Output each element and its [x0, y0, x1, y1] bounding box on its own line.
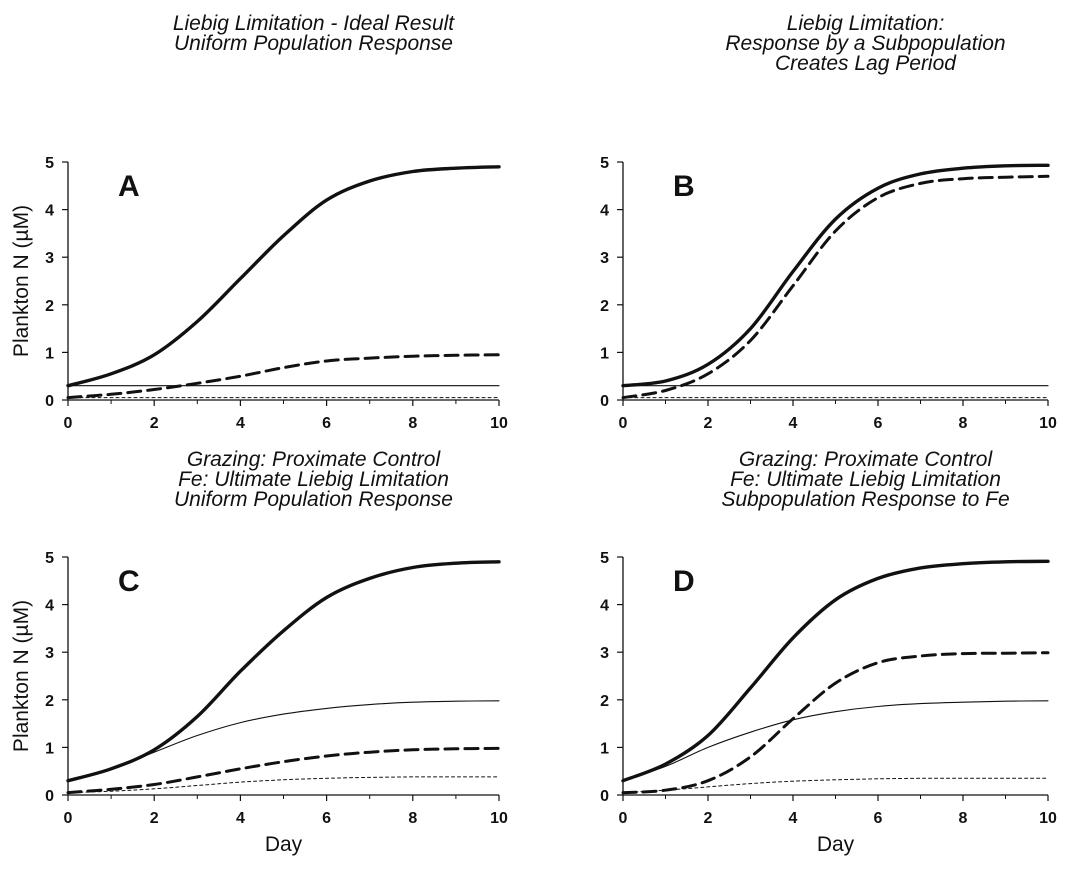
x-axis-label: Day: [817, 833, 855, 856]
panel-letter: A: [118, 170, 140, 203]
y-tick-label: 2: [45, 298, 54, 315]
series-line-thick-dashed: [66, 746, 501, 795]
x-tick-label: 6: [874, 415, 883, 432]
y-tick-label: 3: [45, 250, 54, 267]
y-tick-label: 3: [45, 645, 54, 662]
panel-title-line: Liebig Limitation:: [787, 12, 945, 35]
y-tick-label: 3: [600, 645, 609, 662]
y-tick-label: 4: [45, 203, 54, 220]
y-tick-label: 1: [600, 345, 609, 362]
y-tick-label: 1: [45, 740, 54, 757]
x-tick-label: 8: [959, 415, 968, 432]
x-tick-label: 2: [150, 415, 159, 432]
panel-title-line: Response by a Subpopulation: [725, 32, 1005, 55]
x-tick-label: 8: [408, 810, 417, 827]
y-tick-label: 5: [600, 155, 609, 172]
x-tick-label: 2: [704, 810, 713, 827]
y-tick-label: 0: [45, 393, 54, 410]
x-tick-label: 0: [619, 810, 628, 827]
x-tick-label: 6: [322, 810, 331, 827]
y-tick-label: 2: [600, 693, 609, 710]
series-line-thick-solid: [66, 560, 501, 783]
panel-letter: B: [673, 170, 695, 203]
series-line-thin-dotted: [67, 776, 500, 794]
panel-a: Liebig Limitation - Ideal ResultUniform …: [10, 12, 508, 432]
x-axis-label: Day: [265, 833, 303, 856]
y-axis-label: Plankton N (µM): [10, 205, 33, 357]
y-tick-label: 4: [600, 203, 609, 220]
y-axis-label: Plankton N (µM): [10, 600, 33, 752]
series-line-thin-solid: [622, 700, 1049, 782]
x-tick-label: 10: [490, 810, 508, 827]
y-tick-label: 5: [600, 550, 609, 567]
y-tick-label: 4: [45, 598, 54, 615]
series-line-thick-solid: [621, 163, 1050, 388]
x-tick-label: 4: [236, 810, 245, 827]
y-tick-label: 0: [45, 788, 54, 805]
y-tick-label: 5: [45, 550, 54, 567]
x-tick-label: 6: [874, 810, 883, 827]
panel-title-line: Uniform Population Response: [174, 488, 453, 511]
x-tick-label: 10: [1039, 415, 1057, 432]
y-tick-label: 1: [600, 740, 609, 757]
x-tick-label: 0: [64, 415, 73, 432]
panel-title-line: Grazing: Proximate Control: [187, 448, 442, 471]
x-tick-label: 2: [150, 810, 159, 827]
panel-letter: C: [118, 565, 140, 598]
panel-title-line: Fe: Ultimate Liebig Limitation: [730, 468, 1001, 491]
x-tick-label: 6: [322, 415, 331, 432]
y-tick-label: 5: [45, 155, 54, 172]
panel-title-line: Uniform Population Response: [174, 32, 453, 55]
panel-title-line: Subpopulation Response to Fe: [721, 488, 1009, 511]
x-tick-label: 0: [619, 415, 628, 432]
x-tick-label: 8: [408, 415, 417, 432]
x-tick-label: 4: [789, 810, 798, 827]
y-tick-label: 0: [600, 393, 609, 410]
x-tick-label: 4: [236, 415, 245, 432]
series-line-thick-dashed: [66, 353, 501, 400]
x-tick-label: 8: [959, 810, 968, 827]
y-tick-label: 1: [45, 345, 54, 362]
series-line-thick-solid: [621, 559, 1050, 783]
panel-letter: D: [673, 565, 695, 598]
y-tick-label: 2: [45, 693, 54, 710]
y-tick-label: 3: [600, 250, 609, 267]
panel-title-line: Fe: Ultimate Liebig Limitation: [178, 468, 449, 491]
y-tick-label: 0: [600, 788, 609, 805]
panel-title-line: Liebig Limitation - Ideal Result: [173, 12, 455, 35]
series-line-thick-dashed: [621, 174, 1050, 400]
y-tick-label: 2: [600, 298, 609, 315]
series-line-thick-dashed: [621, 651, 1050, 795]
panel-title-line: Creates Lag Period: [775, 52, 957, 75]
x-tick-label: 2: [704, 415, 713, 432]
panel-b: Liebig Limitation:Response by a Subpopul…: [600, 12, 1057, 432]
series-line-thick-solid: [66, 165, 501, 388]
series-line-thin-solid: [67, 700, 500, 782]
y-tick-label: 4: [600, 598, 609, 615]
panel-title-line: Grazing: Proximate Control: [739, 448, 994, 471]
x-tick-label: 4: [789, 415, 798, 432]
series-line-thin-dotted: [622, 777, 1049, 794]
x-tick-label: 0: [64, 810, 73, 827]
x-tick-label: 10: [490, 415, 508, 432]
x-tick-label: 10: [1039, 810, 1057, 827]
